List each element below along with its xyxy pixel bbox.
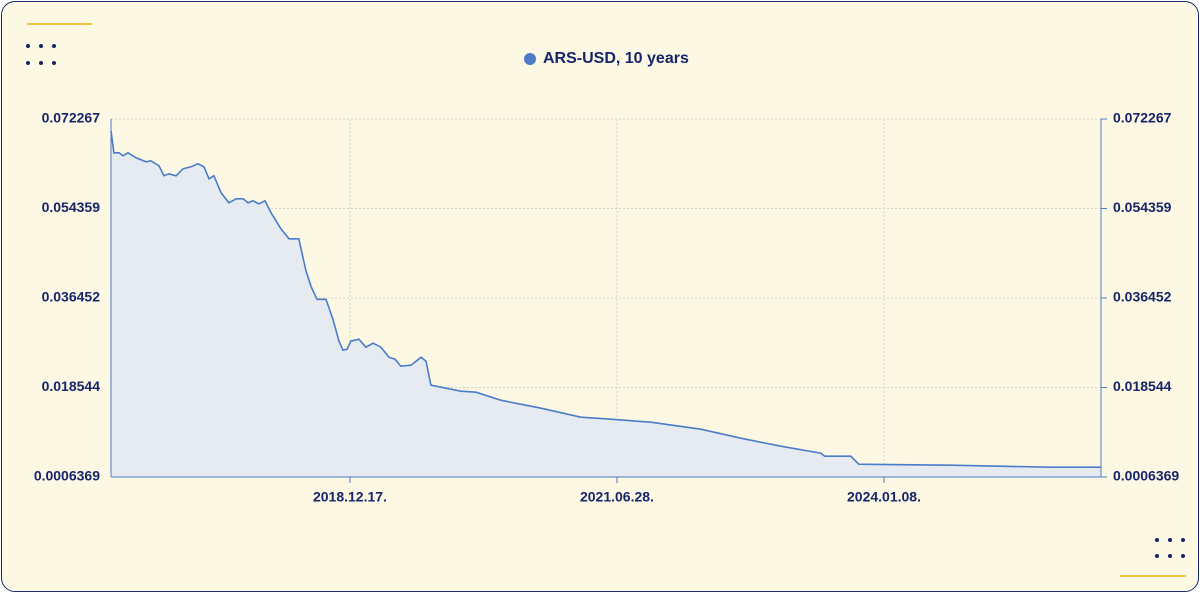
decor-dots [26, 44, 1185, 558]
x-tick-label: 2021.06.28. [580, 489, 654, 505]
x-tick-label: 2018.12.17. [313, 489, 387, 505]
y2-tick-label: 0.018544 [1113, 378, 1172, 394]
y-tick-label: 0.036452 [42, 289, 101, 305]
x-tick-label: 2024.01.08. [847, 489, 921, 505]
y2-tick-label: 0.036452 [1113, 289, 1172, 305]
y-tick-label: 0.054359 [42, 199, 101, 215]
y2-tick-label: 0.072267 [1113, 110, 1172, 126]
legend-label: ARS-USD, 10 years [543, 50, 689, 67]
legend-marker [524, 53, 536, 65]
y2-tick-label: 0.0006369 [1113, 468, 1179, 484]
y2-tick-label: 0.054359 [1113, 199, 1172, 215]
line [110, 130, 1101, 468]
y-tick-label: 0.0006369 [34, 468, 100, 484]
y-tick-label: 0.018544 [42, 378, 101, 394]
area [111, 130, 1101, 478]
y-tick-label: 0.072267 [42, 110, 101, 126]
